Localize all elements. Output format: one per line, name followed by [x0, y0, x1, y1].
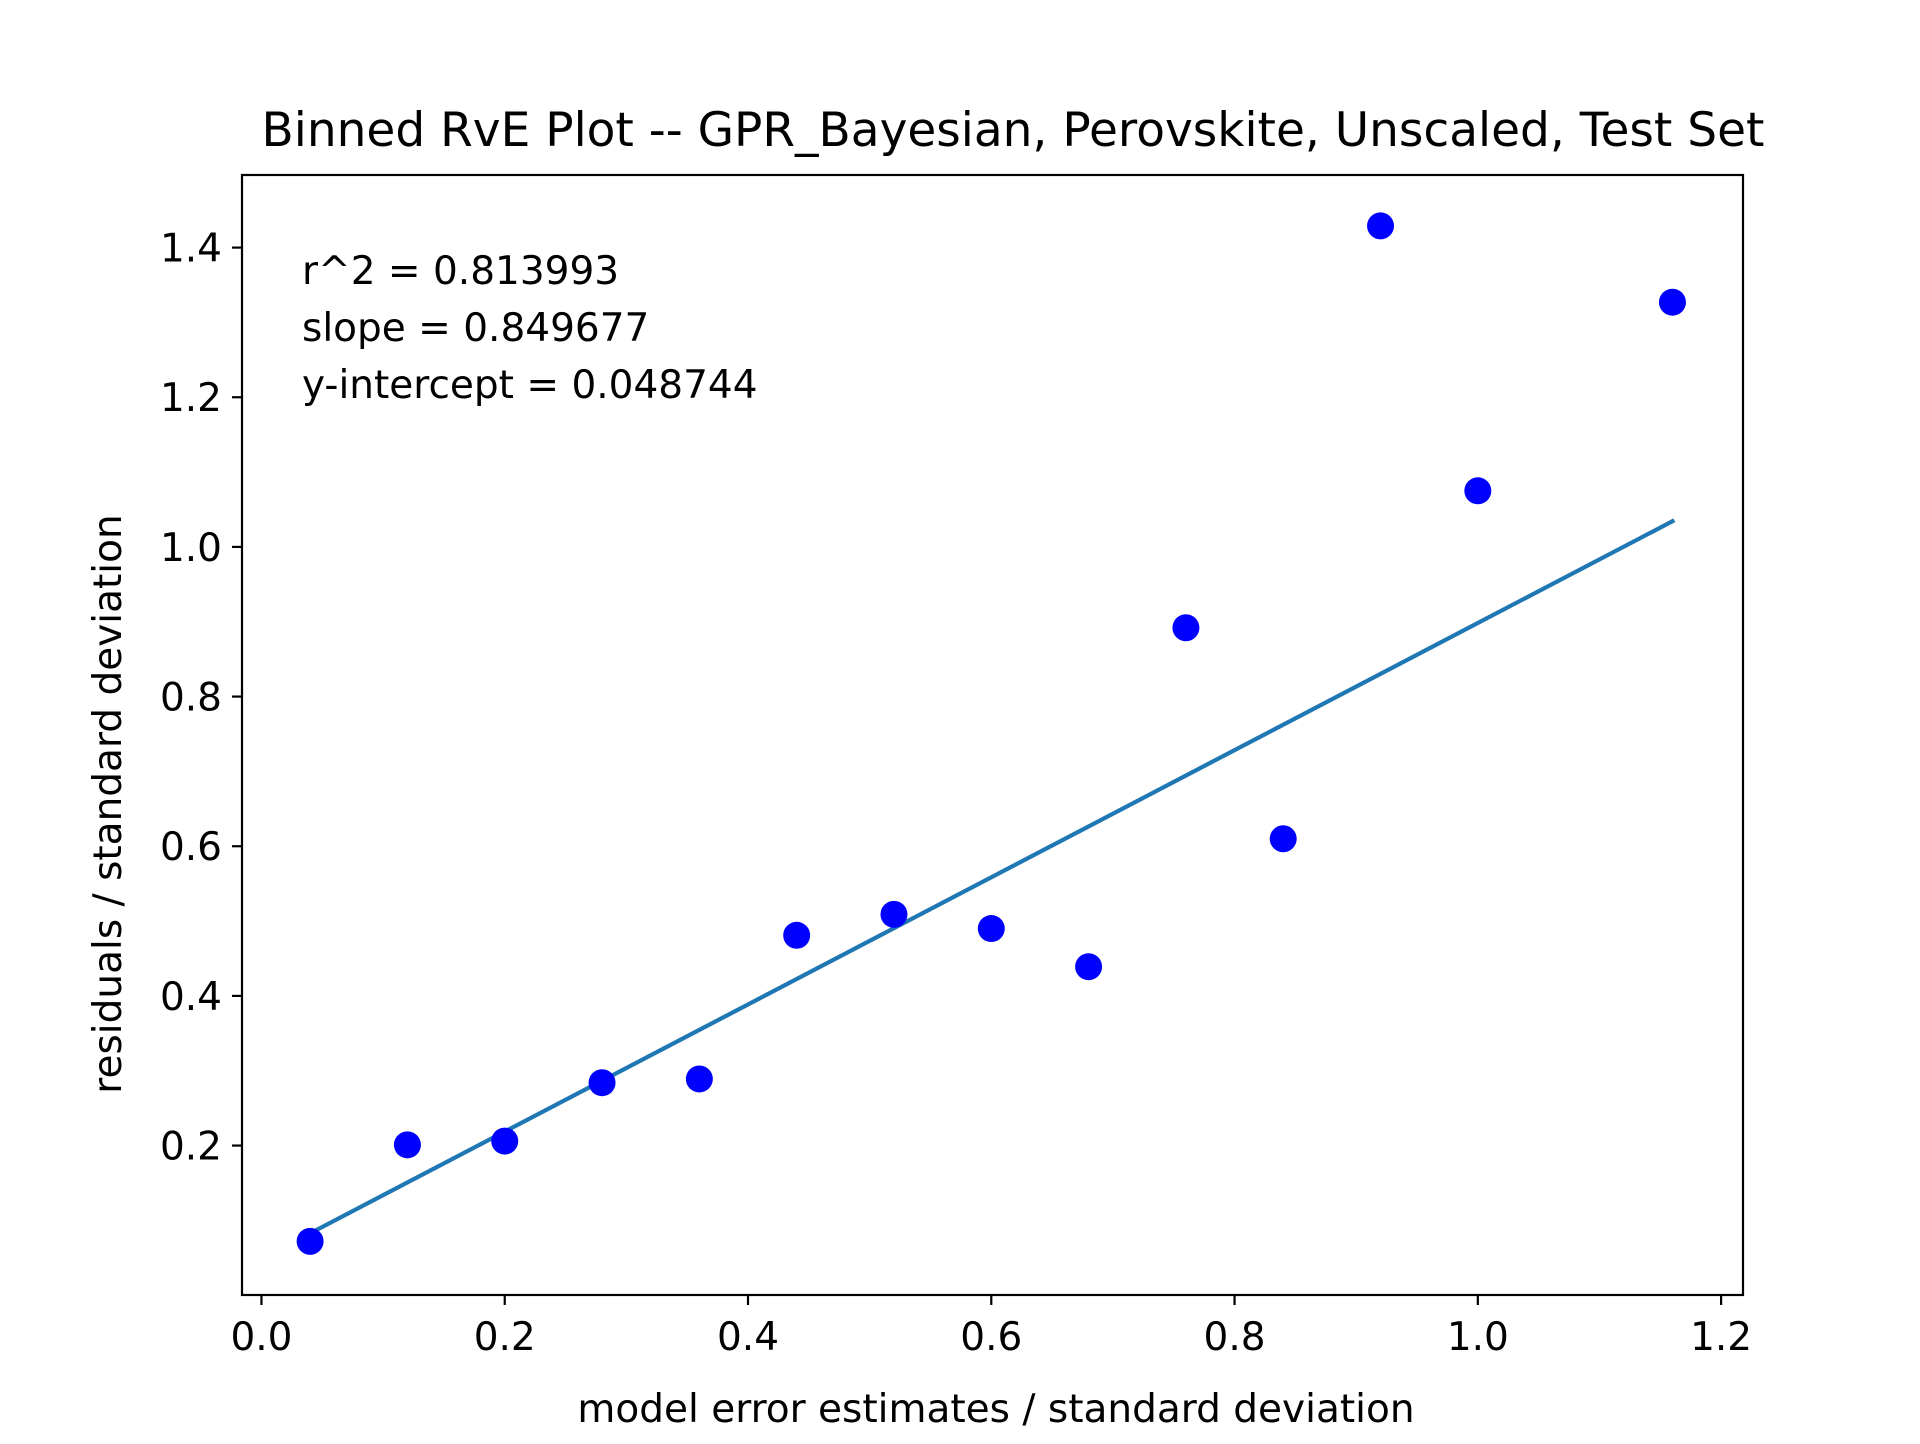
plot-area [240, 173, 1745, 1297]
x-tick-label: 0.4 [717, 1315, 779, 1360]
y-tick-label: 0.8 [160, 676, 222, 721]
data-point [588, 1069, 616, 1097]
y-tick-label: 0.4 [160, 975, 222, 1020]
data-point [1658, 288, 1686, 316]
fit-statistics: r^2 = 0.813993 slope = 0.849677 y-intercep… [302, 249, 758, 408]
chart-title: Binned RvE Plot -- GPR_Bayesian, Perovsk… [262, 103, 1765, 158]
x-axis-label: model error estimates / standard deviati… [577, 1387, 1414, 1432]
fit-line [307, 518, 1676, 1237]
x-tick-label: 0.2 [474, 1315, 536, 1360]
fit-annotation: r^2 = 0.813993 [302, 249, 619, 294]
x-axis: 0.0 0.2 0.4 0.6 0.8 1.0 1.2 [230, 1295, 1752, 1360]
data-point [685, 1065, 713, 1093]
y-tick-label: 0.2 [160, 1125, 222, 1170]
y-axis: 0.2 0.4 0.6 0.8 1.0 1.2 1.4 [160, 227, 242, 1170]
x-tick-label: 1.2 [1690, 1315, 1752, 1360]
y-axis-label: residuals / standard deviation [86, 514, 131, 1093]
x-tick-label: 0.6 [960, 1315, 1022, 1360]
x-tick-label: 1.0 [1447, 1315, 1509, 1360]
y-tick-label: 1.4 [160, 227, 222, 272]
y-tick-label: 1.2 [160, 376, 222, 421]
data-point [1464, 477, 1492, 505]
y-tick-label: 1.0 [160, 526, 222, 571]
data-point [977, 915, 1005, 943]
data-point [1172, 614, 1200, 642]
data-point [1269, 825, 1297, 853]
x-tick-label: 0.8 [1204, 1315, 1266, 1360]
data-point [1367, 212, 1395, 240]
y-tick-label: 0.6 [160, 825, 222, 870]
data-point [491, 1127, 519, 1155]
fit-annotation: slope = 0.849677 [302, 306, 649, 351]
plot-frame [240, 173, 1745, 1297]
fit-annotation: y-intercept = 0.048744 [302, 363, 758, 408]
data-point [783, 921, 811, 949]
data-point [880, 900, 908, 928]
x-tick-label: 0.0 [230, 1315, 292, 1360]
data-point [393, 1131, 421, 1159]
data-point [296, 1227, 324, 1255]
data-point [1075, 953, 1103, 981]
